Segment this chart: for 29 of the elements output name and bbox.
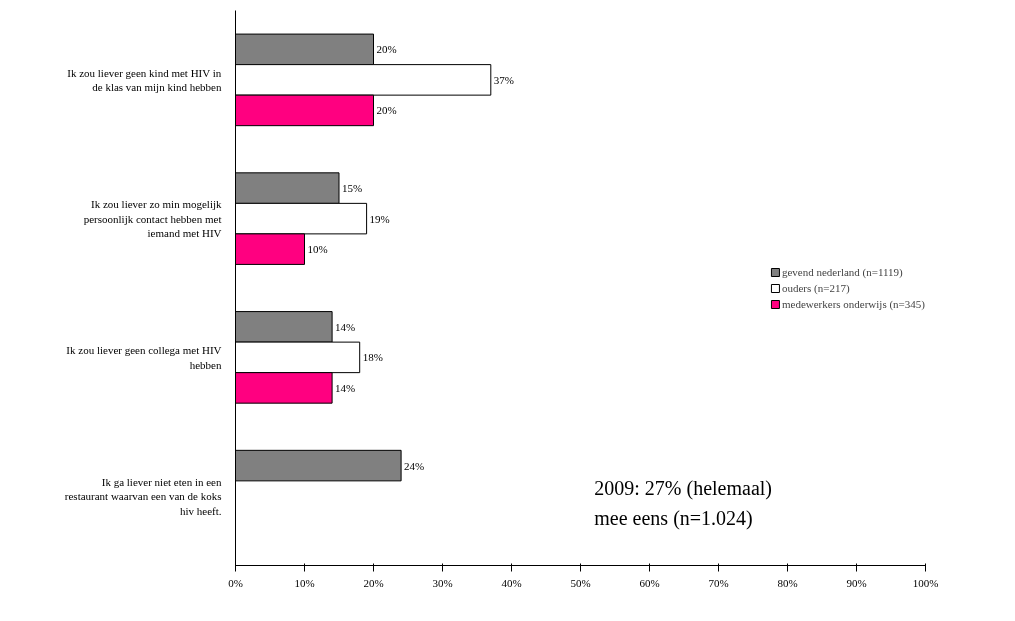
x-tick-label: 50% (570, 576, 591, 589)
legend-label: ouders (n=217) (781, 281, 850, 294)
x-tick-label: 70% (708, 576, 729, 589)
data-label: 14% (335, 381, 356, 394)
data-label: 20% (376, 43, 397, 56)
data-label: 20% (376, 104, 397, 117)
data-label: 10% (307, 243, 328, 256)
data-label: 37% (493, 73, 514, 86)
y-tick-label: Ik zou liever zo min mogelijk persoonlijk contact hebben met iemand met HIV (83, 198, 222, 240)
x-tick-label: 60% (639, 576, 660, 589)
annotation: 2009: 27% (helemaal) mee eens (n=1.024) (594, 476, 773, 531)
data-label: 18% (362, 351, 383, 364)
y-tick-label: Ik zou liever geen kind met HIV in de klas van mijn kind hebben (67, 66, 222, 94)
legend-label: medewerkers onderwijs (n=345) (781, 297, 925, 310)
data-label: 19% (369, 212, 390, 225)
x-tick-label: 90% (846, 576, 867, 589)
data-label: 14% (335, 320, 356, 333)
x-tick-label: 20% (363, 576, 384, 589)
x-tick-label: 10% (294, 576, 315, 589)
x-tick-label: 100% (912, 576, 939, 589)
x-tick-label: 80% (777, 576, 798, 589)
y-tick-label: Ik zou liever geen collega met HIV hebben (66, 344, 222, 371)
data-label: 15% (342, 182, 363, 195)
x-tick-label: 40% (501, 576, 522, 589)
x-tick-label: 30% (432, 576, 453, 589)
y-tick-label: Ik ga liever niet eten in een restaurant waarvan een van de koks hiv heeft. (64, 475, 222, 517)
legend-label: gevend nederland (n=1119) (781, 265, 903, 278)
data-label: 24% (404, 459, 425, 472)
x-tick-label: 0% (228, 576, 243, 589)
